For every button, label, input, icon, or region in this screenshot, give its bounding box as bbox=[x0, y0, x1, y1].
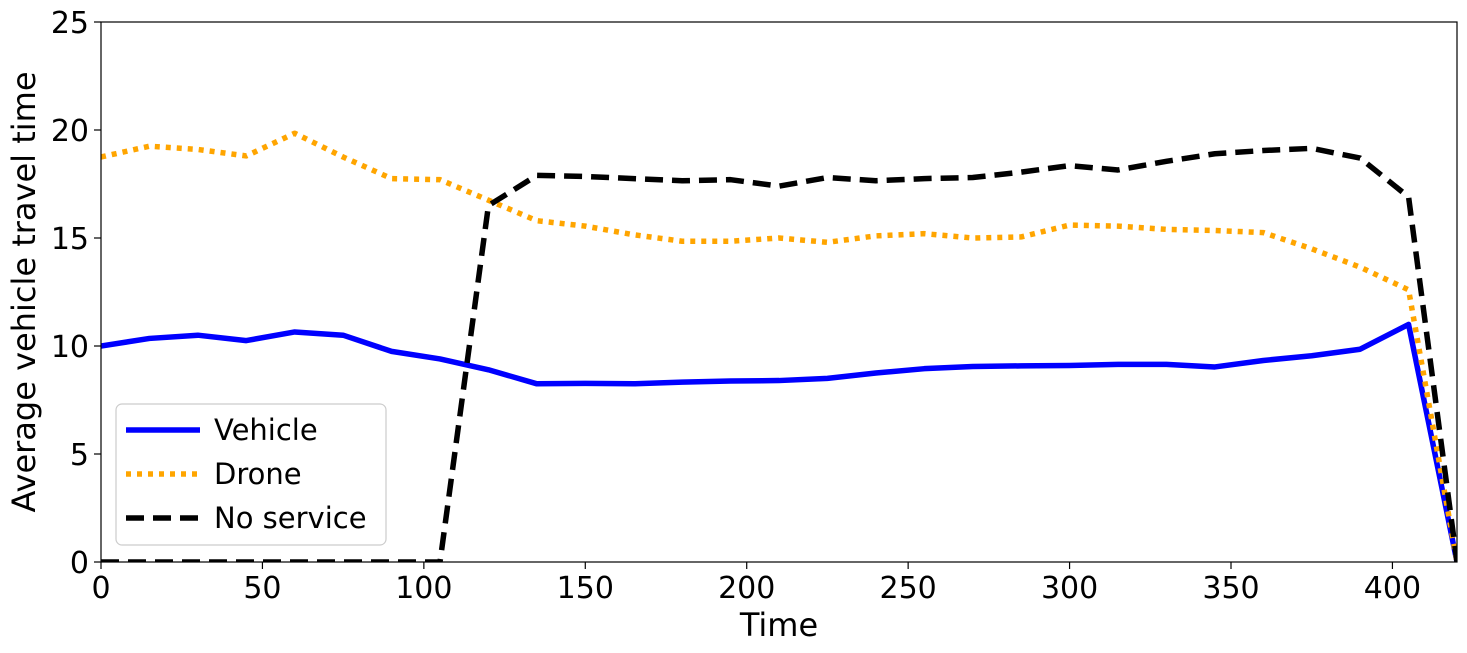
y-axis-label: Average vehicle travel time bbox=[5, 71, 43, 512]
series-line-vehicle bbox=[101, 321, 1457, 562]
series-layer bbox=[101, 130, 1457, 562]
x-tick-label: 150 bbox=[557, 571, 614, 606]
legend-label: Vehicle bbox=[214, 413, 318, 447]
x-tick-label: 0 bbox=[91, 571, 110, 606]
legend-label: No service bbox=[214, 501, 367, 535]
y-tick-label: 25 bbox=[51, 6, 89, 41]
y-tick-label: 5 bbox=[70, 438, 89, 473]
x-tick-label: 300 bbox=[1041, 571, 1098, 606]
x-tick-label: 200 bbox=[718, 571, 775, 606]
x-tick-label: 400 bbox=[1364, 571, 1421, 606]
y-tick-label: 15 bbox=[51, 222, 89, 257]
x-tick-label: 50 bbox=[243, 571, 281, 606]
legend: Vehicle Drone No service bbox=[115, 403, 387, 546]
x-axis-label: Time bbox=[739, 606, 818, 644]
plot-frame bbox=[100, 21, 1458, 563]
x-axis-ticks: 0 50 100 150 200 250 300 350 400 bbox=[91, 562, 1421, 606]
legend-box bbox=[115, 403, 387, 546]
x-tick-label: 100 bbox=[395, 571, 452, 606]
y-tick-label: 10 bbox=[51, 330, 89, 365]
series-line-drone bbox=[101, 130, 1457, 562]
x-tick-label: 250 bbox=[880, 571, 937, 606]
x-tick-label: 350 bbox=[1202, 571, 1259, 606]
y-axis-ticks: 0 5 10 15 20 25 bbox=[51, 6, 101, 581]
y-tick-label: 0 bbox=[70, 546, 89, 581]
legend-label: Drone bbox=[214, 457, 302, 491]
y-tick-label: 20 bbox=[51, 114, 89, 149]
